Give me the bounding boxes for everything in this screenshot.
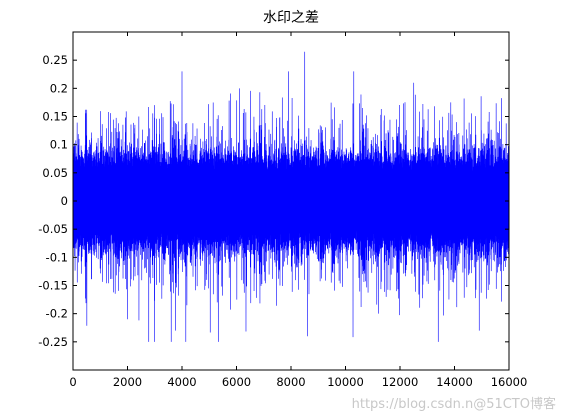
x-tick-label: 12000 [382, 375, 419, 389]
x-tick-label: 4000 [167, 375, 196, 389]
y-tick-label: 0.2 [50, 81, 68, 95]
y-tick-label: -0.1 [46, 250, 68, 264]
y-tick-label: -0.15 [38, 279, 68, 293]
y-tick-label: 0 [61, 194, 68, 208]
y-axis: -0.25 -0.2 -0.15 -0.1 -0.05 0 0.05 0.1 0.15 0.2 0.… [38, 53, 509, 349]
y-tick-label: -0.25 [38, 335, 68, 349]
y-tick-label: 0.05 [42, 166, 68, 180]
x-tick-label: 6000 [222, 375, 251, 389]
x-tick-label: 10000 [327, 375, 364, 389]
x-axis: 0 2000 4000 6000 8000 10000 12000 14000 16000 [69, 32, 527, 389]
x-tick-label: 16000 [491, 375, 528, 389]
series-line-0 [72, 51, 510, 342]
chart-title: 水印之差 [263, 10, 319, 26]
x-tick-label: 8000 [276, 375, 305, 389]
y-tick-label: 0.15 [42, 110, 68, 124]
y-tick-label: 0.1 [50, 138, 68, 152]
y-tick-label: -0.2 [46, 307, 68, 321]
x-tick-label: 14000 [436, 375, 473, 389]
x-tick-label: 2000 [113, 375, 142, 389]
y-tick-label: -0.05 [38, 222, 68, 236]
plot-area [72, 51, 510, 342]
watermark-text: https://blog.csdn.n@51CTO博客 [352, 396, 556, 412]
x-tick-label: 0 [69, 375, 76, 389]
y-tick-label: 0.25 [42, 53, 68, 67]
